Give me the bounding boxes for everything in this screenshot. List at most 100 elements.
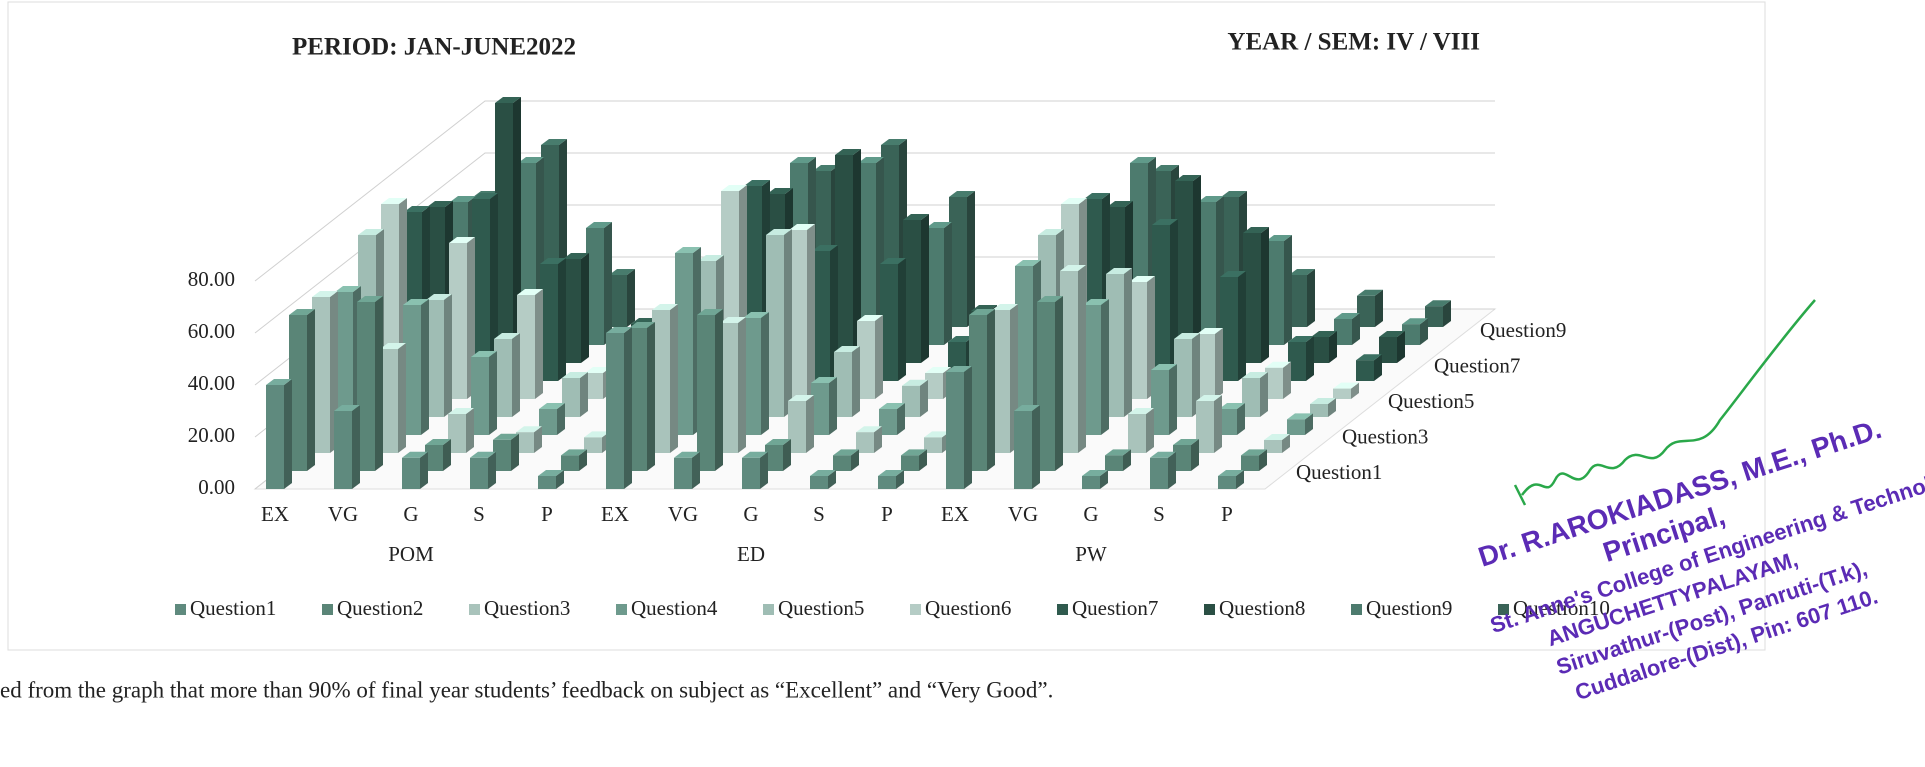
legend-swatch [469,604,480,615]
bar [924,437,942,453]
bar-group [833,449,859,471]
bar-side [828,470,836,489]
bar-group [1037,296,1063,471]
bar [312,297,330,453]
bar-group [539,403,565,435]
bar-group [812,245,838,381]
bar-top [541,139,567,145]
bar-side [1352,313,1360,345]
bar [992,310,1010,453]
bar-side [534,426,542,453]
bar-side [556,470,564,489]
bar-group [1266,235,1292,345]
bar-group [901,449,927,471]
bar-side [1305,413,1313,435]
bar-top [992,304,1018,310]
bar-side [398,343,406,453]
bar [516,432,534,453]
bar-top [539,403,565,409]
bar-top [629,322,655,328]
bar-group [312,291,338,453]
bar-top [1173,439,1199,445]
bar [380,349,398,453]
bar [335,292,353,435]
bar-side [1169,364,1177,435]
x-tick-label: VG [328,502,358,526]
bar-top [1288,336,1314,342]
bar-side [944,222,952,345]
bar [1425,306,1443,327]
bar-top [404,206,430,212]
bar-group [902,379,928,417]
bar-top [813,165,839,171]
bar [562,378,580,417]
bar-top [266,379,292,385]
bar-top [926,222,952,228]
bar-top [334,405,360,411]
bar-side [421,299,429,435]
bar [357,302,375,471]
y-tick-label: 60.00 [188,319,235,343]
bar-group [765,439,791,471]
bar-top [1015,260,1041,266]
bar-top [1289,269,1315,275]
bar-group [720,317,746,453]
bar-side [581,253,589,363]
bar-side [806,395,814,453]
x-tick-label: EX [941,502,969,526]
bar-group [1311,331,1337,363]
bar-top [1130,157,1156,163]
bar-group [538,470,564,489]
bar [1129,282,1147,399]
legend-swatch [1204,604,1215,615]
bar-top [425,439,451,445]
bar [448,414,466,453]
bar-top [427,201,453,207]
bar-top [948,336,974,342]
bar-group [969,309,995,471]
bar-side [921,214,929,363]
bar-side [352,405,360,489]
bar-group [357,296,383,471]
bar [1311,337,1329,363]
plot: 0.00 20.00 40.00 60.00 80.00 EX VG G S P EX VG G S P EX… [175,97,1610,620]
legend-swatch [1057,604,1068,615]
x-tick-label: P [541,502,553,526]
bar-group [563,253,589,363]
bar-top [1197,328,1223,334]
bar-side [1306,336,1314,381]
bar-side [1443,300,1451,327]
bar-top [450,196,476,202]
bar-top [788,395,814,401]
legend-label: Question10 [1513,596,1610,620]
bar-group [1174,333,1200,417]
bar-side [627,269,635,327]
y-tick-label: 80.00 [188,267,235,291]
bar [472,199,490,381]
bar [1379,337,1397,363]
x-tick-label: P [1221,502,1233,526]
bar [402,457,420,489]
bar [969,315,987,471]
bar-top [495,97,521,103]
bar-top [675,247,701,253]
bar-top [1287,413,1313,420]
bar-group [1129,276,1155,399]
bar [539,409,557,435]
bar-top [494,333,520,339]
bar-side [784,229,792,417]
bar-group [609,269,635,327]
bar [1060,271,1078,453]
bar [1197,334,1215,399]
bar-top [1038,229,1064,235]
bar [1106,274,1124,417]
bar [584,437,602,453]
bar [494,339,512,417]
bar [1357,295,1375,327]
bar-top [811,377,837,383]
bar-top [1061,198,1087,204]
bar [561,455,579,471]
bar-top [1220,271,1246,277]
